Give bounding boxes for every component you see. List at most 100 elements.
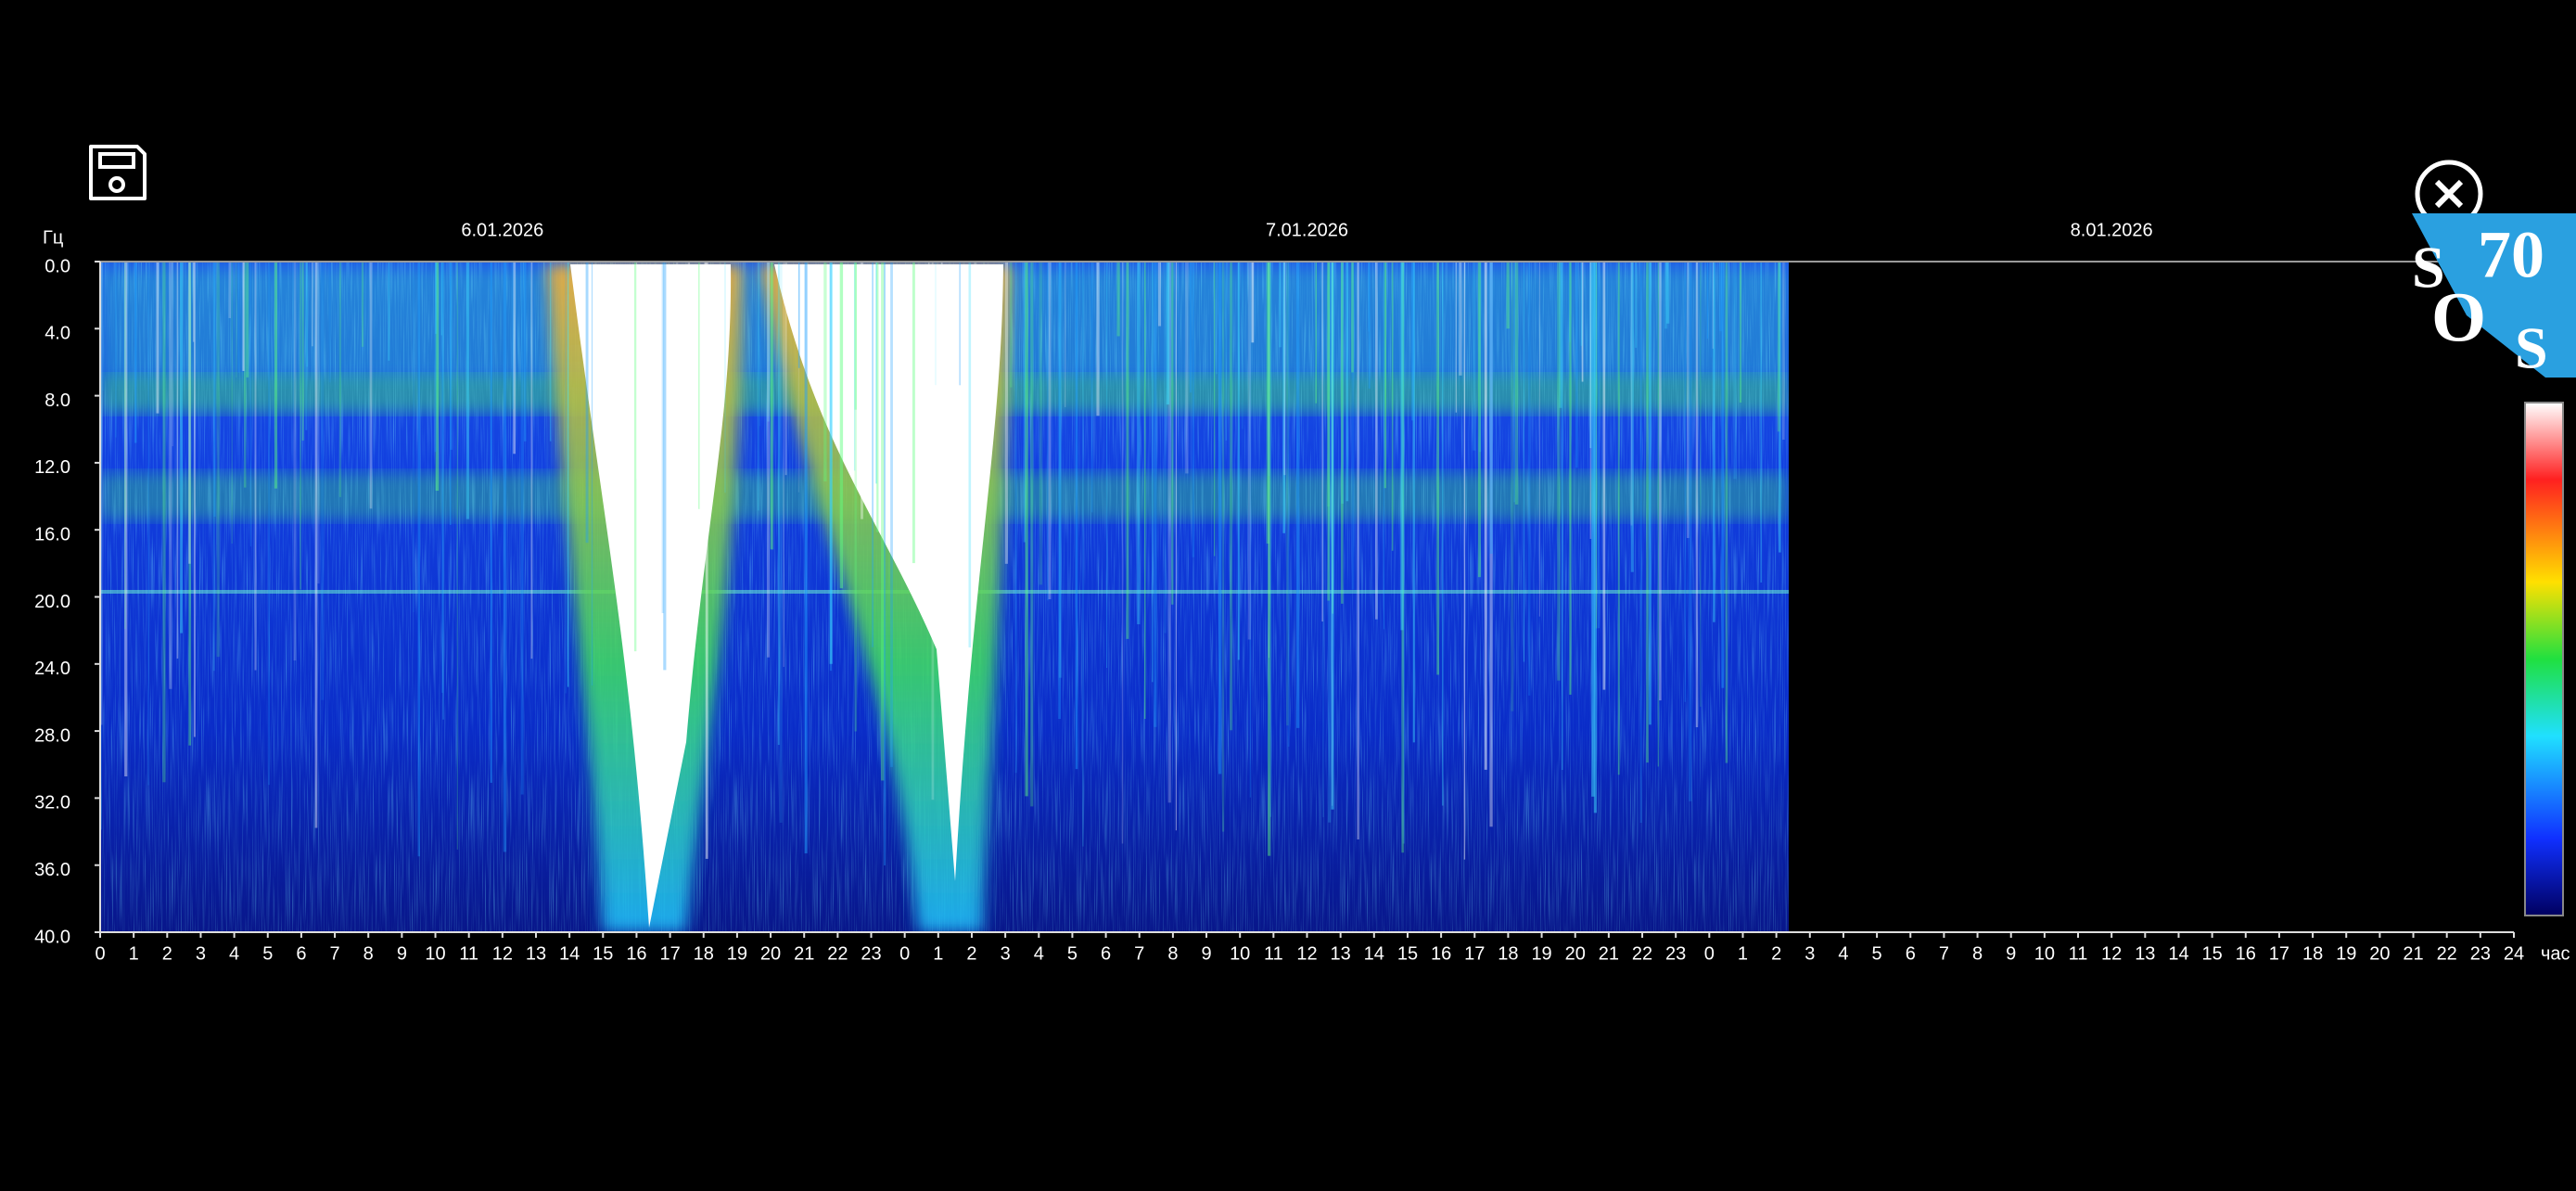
- streak: [1684, 262, 1686, 702]
- streak: [305, 262, 308, 430]
- streak: [1695, 262, 1699, 728]
- streak: [1436, 262, 1440, 675]
- streak: [176, 262, 179, 659]
- y-tick-label: 8.0: [45, 391, 70, 411]
- x-tick-label: 21: [1599, 943, 1619, 964]
- streak: [1010, 262, 1013, 388]
- streak: [661, 262, 665, 613]
- streak: [1152, 262, 1154, 683]
- streak: [928, 262, 930, 533]
- streak: [1477, 262, 1481, 578]
- streak: [829, 262, 833, 672]
- y-tick-label: 12.0: [34, 457, 70, 478]
- streak: [1251, 262, 1255, 343]
- streak: [1489, 262, 1493, 554]
- streak: [1351, 262, 1354, 373]
- x-tick-label: 15: [593, 943, 613, 964]
- streak: [839, 262, 844, 589]
- logo: S 70O S: [2412, 213, 2576, 381]
- streak: [442, 262, 444, 720]
- streak: [853, 262, 856, 471]
- streak: [162, 262, 166, 783]
- x-tick-label: 1: [129, 943, 139, 964]
- streak: [1331, 262, 1334, 810]
- streak: [1158, 262, 1162, 327]
- streak: [1267, 262, 1271, 856]
- save-button[interactable]: [89, 145, 147, 200]
- streak: [1589, 262, 1592, 449]
- x-tick-label: 21: [794, 943, 814, 964]
- streak: [1166, 262, 1170, 405]
- x-tick-label: 5: [1872, 943, 1882, 964]
- x-tick-label: 8: [1972, 943, 1983, 964]
- x-tick-label: 4: [229, 943, 239, 964]
- x-tick-label: 8: [1167, 943, 1178, 964]
- streak: [1075, 262, 1078, 770]
- x-tick-label: 9: [2006, 943, 2016, 964]
- streak: [1484, 262, 1487, 770]
- x-tick-label: 0: [899, 943, 910, 964]
- streak: [134, 262, 137, 443]
- streak: [1479, 262, 1482, 453]
- streak: [1326, 262, 1331, 507]
- streak: [1473, 262, 1476, 451]
- streak: [1230, 262, 1233, 731]
- streak: [797, 262, 799, 493]
- streak: [1412, 262, 1415, 743]
- streak: [180, 262, 184, 634]
- streak: [1630, 262, 1633, 526]
- x-tick-label: 7: [1939, 943, 1949, 964]
- x-tick-label: 11: [2069, 943, 2088, 964]
- streak: [1777, 262, 1780, 432]
- streak: [1218, 262, 1222, 775]
- streak: [1058, 262, 1063, 678]
- streak: [784, 262, 787, 476]
- streak: [1559, 262, 1562, 408]
- x-tick-label: 10: [425, 943, 445, 964]
- streak: [854, 262, 858, 732]
- streak: [804, 262, 808, 853]
- streak: [1782, 262, 1785, 441]
- x-tick-label: 20: [2369, 943, 2390, 964]
- x-tick-label: 8: [363, 943, 374, 964]
- streak: [565, 262, 567, 694]
- streak: [503, 262, 507, 852]
- streak: [124, 262, 126, 629]
- x-tick-label: 17: [659, 943, 680, 964]
- streak: [1175, 262, 1177, 831]
- x-tick-label: 19: [1531, 943, 1551, 964]
- x-tick-label: 15: [1397, 943, 1418, 964]
- x-tick-label: 4: [1034, 943, 1044, 964]
- x-tick-label: 23: [1665, 943, 1686, 964]
- streak: [188, 262, 191, 564]
- y-tick-label: 0.0: [45, 256, 70, 276]
- date-label: 7.01.2026: [1266, 220, 1348, 240]
- x-tick-label: 2: [162, 943, 172, 964]
- x-tick-label: 21: [2403, 943, 2423, 964]
- streak: [723, 262, 726, 493]
- streak: [1368, 262, 1371, 389]
- streak: [1185, 262, 1189, 474]
- streak: [875, 262, 877, 484]
- streak: [1489, 262, 1493, 827]
- streak: [212, 262, 215, 672]
- x-tick-label: 16: [2236, 943, 2256, 964]
- streak: [1506, 262, 1510, 329]
- streak: [417, 262, 421, 857]
- streak: [124, 262, 128, 777]
- streak: [779, 262, 783, 823]
- streak: [585, 262, 589, 544]
- streak: [413, 262, 414, 612]
- x-tick-label: 3: [196, 943, 206, 964]
- streak: [1665, 262, 1670, 324]
- streak: [1164, 262, 1167, 634]
- streak: [1237, 262, 1240, 660]
- streak: [912, 262, 915, 564]
- x-tick-label: 14: [1364, 943, 1384, 964]
- x-tick-label: 18: [1498, 943, 1518, 964]
- streak: [1664, 262, 1668, 329]
- streak: [1167, 262, 1171, 803]
- streak: [1581, 262, 1584, 382]
- x-tick-label: 6: [296, 943, 306, 964]
- streak: [188, 262, 192, 746]
